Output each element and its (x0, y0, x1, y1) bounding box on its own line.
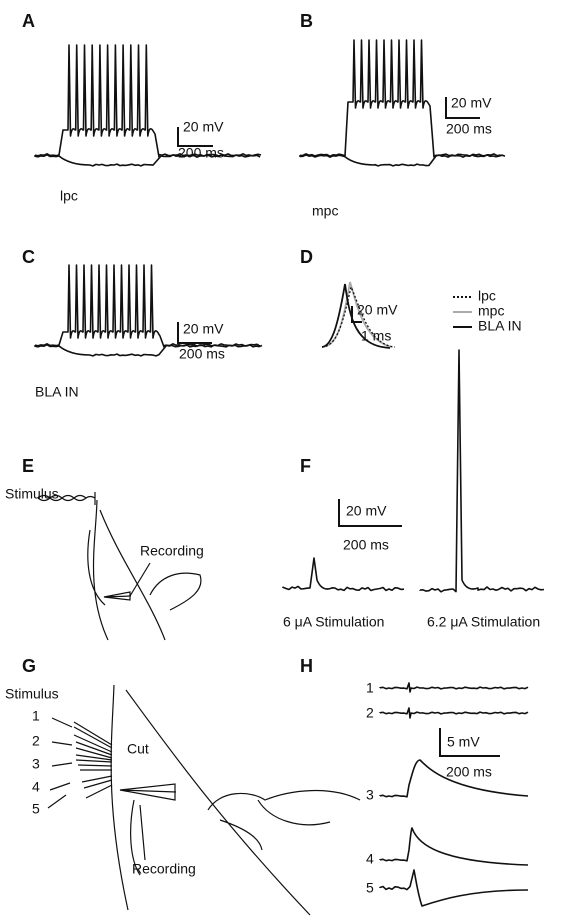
site-label: 1 (32, 708, 40, 724)
legend-label: BLA IN (478, 318, 522, 334)
panel-letter: B (300, 11, 313, 31)
trace-path (34, 344, 263, 357)
trace-path (379, 682, 529, 693)
slice-outline (87, 499, 202, 641)
trace-path (34, 264, 261, 348)
cell-label: lpc (60, 188, 78, 204)
scale-label: 20 mV (183, 321, 224, 337)
trace-label: 2 (366, 705, 374, 721)
scale-label: 20 mV (346, 503, 387, 519)
trace (34, 264, 263, 357)
scale-bar (351, 306, 362, 323)
panel-letter: D (300, 247, 313, 267)
pointer (129, 562, 151, 597)
pipette (119, 783, 177, 801)
stimulation-label: 6 μA Stimulation (283, 614, 384, 630)
scale-label: 1 ms (361, 328, 391, 344)
scale-label: 20 mV (183, 119, 224, 135)
trace-path (34, 44, 262, 158)
trace (34, 44, 262, 167)
pointer (47, 717, 73, 809)
panel-letter: C (22, 247, 35, 267)
scale-label: 200 ms (446, 764, 492, 780)
stimulation-label: 6.2 μA Stimulation (427, 614, 540, 630)
scale-label: 200 ms (179, 346, 225, 362)
legend-label: lpc (478, 288, 496, 304)
pipette (103, 591, 132, 601)
scale-label: 20 mV (357, 302, 398, 318)
trace-path (379, 759, 529, 798)
cell-label: mpc (312, 203, 338, 219)
trace-path (379, 827, 529, 866)
trace (299, 39, 506, 167)
trace-label: 4 (366, 851, 374, 867)
recording-label: Recording (140, 543, 204, 559)
site-label: 3 (32, 756, 40, 772)
panel-letter: H (300, 656, 313, 676)
scale-label: 200 ms (343, 537, 389, 553)
legend-label: mpc (478, 303, 504, 319)
pointer (139, 804, 146, 861)
panel-letter: E (22, 456, 34, 476)
site-label: 4 (32, 779, 40, 795)
recording-label: Recording (132, 861, 196, 877)
trace-path (34, 154, 261, 167)
trace-path (299, 154, 506, 167)
scale-bar (177, 127, 213, 147)
trace-label: 3 (366, 787, 374, 803)
cut-label: Cut (127, 741, 149, 757)
panel-letter: A (22, 11, 35, 31)
trace (379, 682, 529, 907)
stimulus-label: Stimulus (5, 686, 59, 702)
trace-path (379, 869, 529, 907)
site-label: 2 (32, 733, 40, 749)
waveform (321, 285, 396, 348)
cell-label: BLA IN (35, 384, 79, 400)
trace (282, 349, 545, 593)
scale-label: 5 mV (447, 734, 480, 750)
site-label: 5 (32, 801, 40, 817)
slice-outline (110, 684, 361, 916)
electrode (37, 494, 96, 502)
panel-letter: F (300, 456, 311, 476)
trace-path (419, 349, 545, 593)
panel-letter: G (22, 656, 36, 676)
trace-path (379, 707, 529, 719)
scale-bar (338, 499, 402, 527)
scale-label: 20 mV (451, 95, 492, 111)
stimulus-label: Stimulus (5, 486, 59, 502)
scale-bar (445, 97, 480, 119)
scale-label: 200 ms (178, 145, 224, 161)
trace-label: 1 (366, 680, 374, 696)
trace-path (299, 39, 504, 158)
scale-bar (177, 322, 212, 344)
trace-path (282, 557, 405, 592)
scale-bar (439, 728, 500, 757)
scale-label: 200 ms (446, 121, 492, 137)
trace-label: 5 (366, 880, 374, 896)
waveform (321, 283, 391, 349)
electrodes (73, 721, 113, 799)
